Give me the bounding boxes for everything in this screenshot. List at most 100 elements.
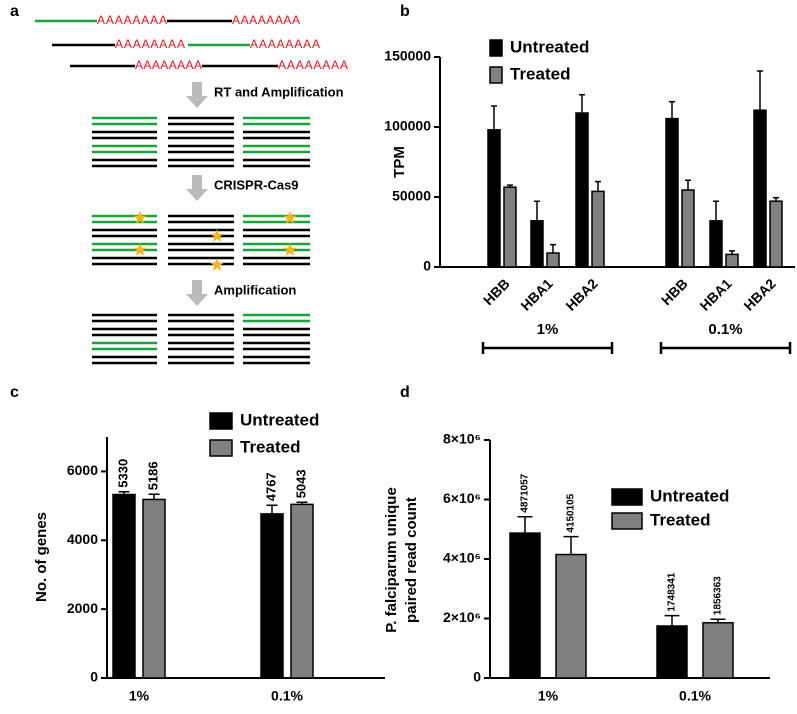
y-tick-label: 0 <box>90 669 98 685</box>
cut-site <box>210 229 224 242</box>
x-tick-label: HBA2 <box>740 275 778 313</box>
y-tick-label: 50000 <box>392 188 431 204</box>
bar <box>575 112 589 268</box>
bar <box>681 189 695 268</box>
step-label: CRISPR-Cas9 <box>214 177 299 192</box>
bar <box>702 622 734 679</box>
bar <box>142 498 166 679</box>
y-tick-label: 150000 <box>384 48 431 64</box>
polya-tail: AAAAAAAA <box>232 13 300 27</box>
step-label: Amplification <box>214 282 296 297</box>
bar <box>555 553 587 679</box>
y-tick-label: 2×10⁶ <box>443 609 481 625</box>
error-bar <box>713 200 719 221</box>
bar <box>753 109 767 268</box>
legend-swatch <box>489 66 503 84</box>
legend-swatch <box>209 439 233 457</box>
data-label: 1856363 <box>713 576 724 615</box>
error-bar <box>563 535 579 555</box>
y-tick-label: 8×10⁶ <box>443 431 481 447</box>
x-tick-label: HBB <box>480 275 513 308</box>
bar <box>665 117 679 268</box>
legend-label: Untreated <box>510 37 589 56</box>
error-bar <box>118 490 130 495</box>
data-label: 5043 <box>293 469 308 498</box>
bar <box>530 220 544 268</box>
error-bar <box>757 70 763 111</box>
error-bar <box>507 184 513 188</box>
y-tick-label: 6000 <box>67 462 98 478</box>
bar <box>503 186 517 268</box>
cut-site <box>283 243 297 256</box>
error-bar <box>773 196 779 202</box>
bar <box>509 532 541 679</box>
error-bar <box>491 105 497 130</box>
bar <box>725 253 739 268</box>
x-tick-label: HBB <box>658 275 691 308</box>
group-label: 0.1% <box>708 321 742 338</box>
data-label: 5186 <box>145 461 160 490</box>
arrow <box>186 175 208 201</box>
y-tick-label: 100000 <box>384 118 431 134</box>
error-bar <box>296 501 308 505</box>
x-tick-label: 0.1% <box>271 688 303 704</box>
y-tick-label: 0 <box>423 258 431 274</box>
panel-label: a <box>10 3 19 20</box>
error-bar <box>579 94 585 113</box>
legend-swatch <box>611 488 643 506</box>
x-tick-label: HBA2 <box>562 275 600 313</box>
error-bar <box>595 180 601 192</box>
cut-site <box>210 258 224 271</box>
bar <box>112 493 136 679</box>
polya-tail: AAAAAAAA <box>135 58 202 72</box>
arrow <box>186 82 208 108</box>
legend-swatch <box>611 512 643 530</box>
bar <box>546 252 560 268</box>
polya-tail: AAAAAAAA <box>97 13 167 27</box>
error-bar <box>550 243 556 253</box>
y-axis-label: paired read count <box>403 497 420 623</box>
x-tick-label: 1% <box>129 688 150 704</box>
bar <box>709 220 723 268</box>
bar <box>487 129 501 268</box>
polya-tail: AAAAAAAA <box>278 58 348 72</box>
group-bracket <box>659 342 792 354</box>
error-bar <box>148 493 160 500</box>
legend-swatch <box>489 39 503 57</box>
bar <box>290 503 314 679</box>
legend-label: Untreated <box>650 486 729 505</box>
data-label: 4871057 <box>520 473 531 512</box>
legend-swatch <box>209 412 233 430</box>
cut-site <box>283 211 297 224</box>
legend-label: Treated <box>650 510 710 529</box>
cut-site <box>133 243 147 256</box>
x-tick-label: HBA1 <box>696 275 734 313</box>
bar <box>260 513 284 679</box>
step-label: RT and Amplification <box>214 84 344 99</box>
panel-label: d <box>400 384 410 401</box>
x-tick-label: 0.1% <box>679 688 711 704</box>
legend-label: Untreated <box>240 410 319 429</box>
error-bar <box>534 200 540 221</box>
error-bar <box>729 250 735 255</box>
fragment-blocks <box>92 116 310 365</box>
error-bar <box>517 515 533 534</box>
data-label: 1748341 <box>667 572 678 611</box>
polya-tail: AAAAAAAA <box>115 37 185 51</box>
error-bar <box>669 101 675 119</box>
panel-label: c <box>10 384 19 401</box>
y-axis-label: No. of genes <box>33 512 50 602</box>
error-bar <box>664 614 680 626</box>
panel-label: b <box>400 3 410 20</box>
bar <box>769 200 783 268</box>
legend-label: Treated <box>240 437 300 456</box>
diagram: a AAAAAAAA AAAAAAAA AAAAAAAA AAAAAAAA AA… <box>10 3 348 365</box>
y-tick-label: 0 <box>473 669 481 685</box>
bar <box>591 190 605 268</box>
data-label: 4150105 <box>566 493 577 532</box>
polya-tail: AAAAAAAA <box>250 37 320 51</box>
y-axis-label: TPM <box>391 146 408 178</box>
error-bar <box>710 618 726 623</box>
arrow <box>186 280 208 306</box>
